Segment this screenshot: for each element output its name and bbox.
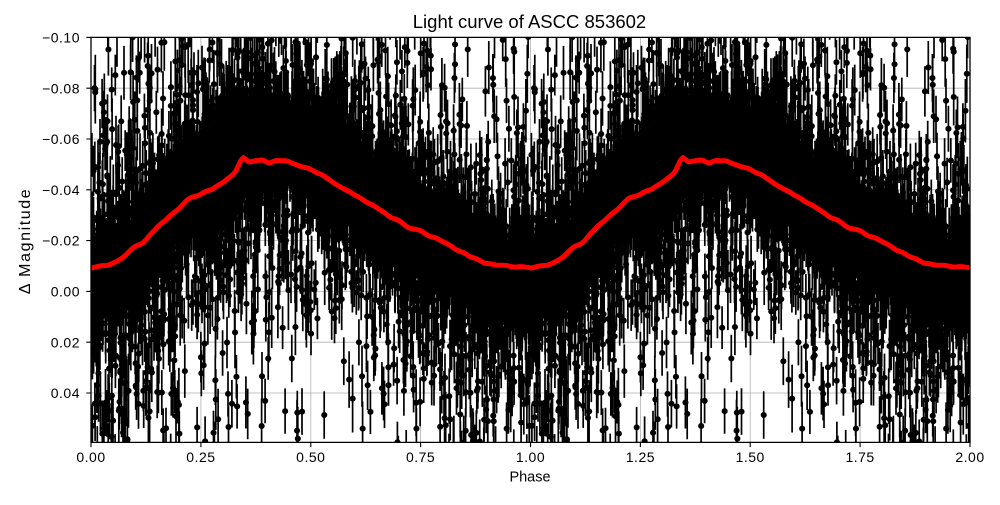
svg-text:−0.06: −0.06 [42, 131, 80, 147]
svg-text:Light curve of ASCC 853602: Light curve of ASCC 853602 [413, 11, 646, 32]
svg-text:1.25: 1.25 [626, 449, 655, 465]
svg-text:0.04: 0.04 [51, 385, 80, 401]
svg-text:−0.08: −0.08 [42, 80, 80, 96]
svg-text:1.75: 1.75 [845, 449, 874, 465]
svg-text:2.00: 2.00 [955, 449, 984, 465]
svg-text:−0.04: −0.04 [42, 182, 80, 198]
svg-text:0.02: 0.02 [51, 334, 80, 350]
svg-text:0.25: 0.25 [186, 449, 215, 465]
svg-text:0.75: 0.75 [406, 449, 435, 465]
svg-text:1.00: 1.00 [516, 449, 545, 465]
svg-text:0.00: 0.00 [76, 449, 105, 465]
svg-text:−0.10: −0.10 [42, 30, 80, 46]
svg-text:Δ Magnitude: Δ Magnitude [17, 188, 34, 295]
svg-text:0.50: 0.50 [296, 449, 325, 465]
svg-text:Phase: Phase [509, 470, 550, 486]
svg-text:1.50: 1.50 [736, 449, 765, 465]
svg-text:−0.02: −0.02 [42, 233, 80, 249]
svg-text:0.00: 0.00 [51, 284, 80, 300]
